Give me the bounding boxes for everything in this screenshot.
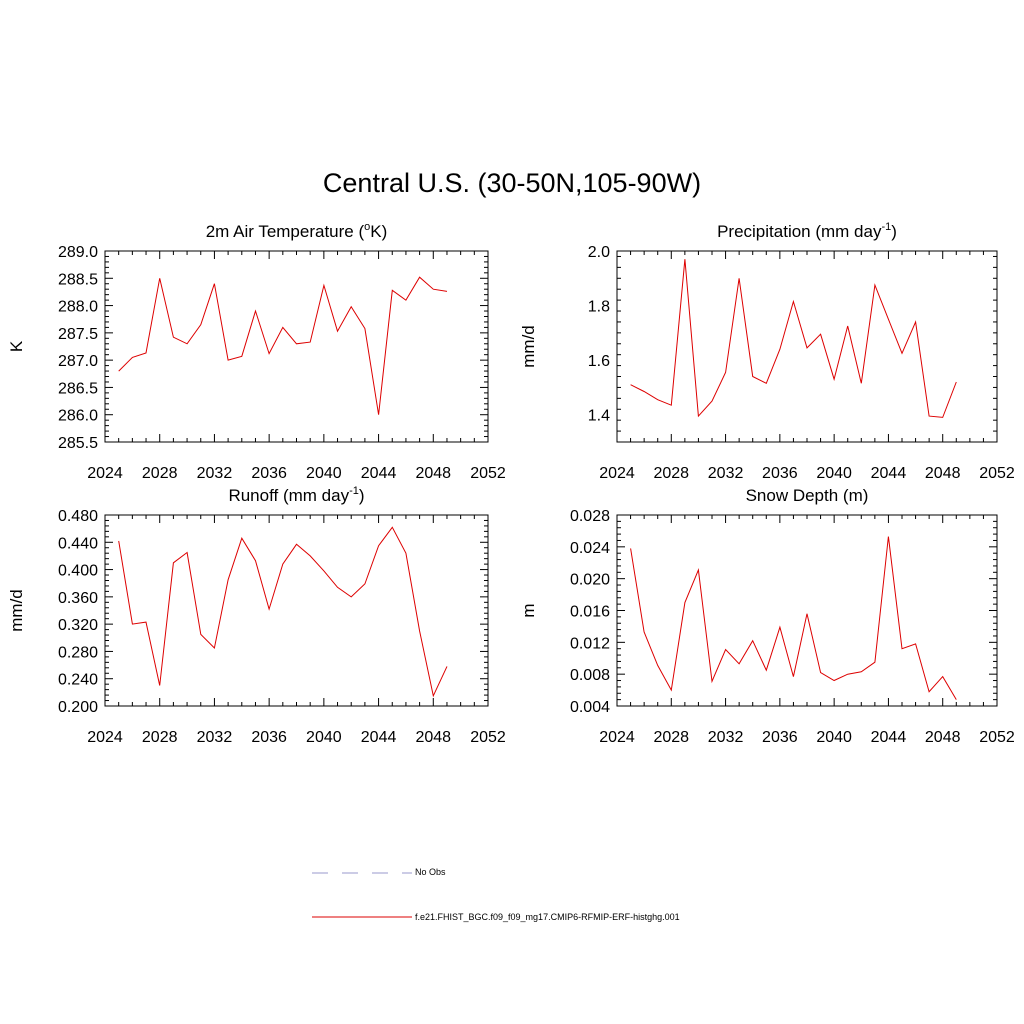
x-tick-label: 2036: [762, 729, 798, 746]
panel-precipitation: 2024 2028 2032 2036 2040 2044 2048 2052 1.4 1.6 1.…: [519, 221, 1015, 482]
y-axis-label: mm/d: [519, 325, 538, 368]
y-tick-label: 0.028: [570, 508, 610, 525]
x-tick-label: 2044: [361, 465, 397, 482]
y-tick-label: 0.016: [570, 604, 610, 621]
x-tick-label: 2040: [816, 465, 852, 482]
x-tick-label: 2028: [142, 729, 178, 746]
y-tick-label: 285.5: [58, 435, 98, 452]
y-tick-label: 288.0: [58, 299, 98, 316]
y-tick-label: 1.4: [588, 408, 610, 425]
y-tick-label: 286.5: [58, 380, 98, 397]
panel-title: Snow Depth (m): [746, 486, 869, 505]
panel-snow-depth: 2024 2028 2032 2036 2040 2044 2048 2052 0.004 0.0…: [519, 486, 1015, 746]
y-tick-label: 0.004: [570, 699, 610, 716]
y-tick-label: 286.0: [58, 408, 98, 425]
series-line: [118, 276, 448, 415]
x-tick-label: 2028: [142, 465, 178, 482]
y-axis-label: m: [519, 603, 538, 617]
x-tick-label: 2036: [762, 465, 798, 482]
y-tick-label: 0.024: [570, 540, 610, 557]
y-tick-label: 0.480: [58, 508, 98, 525]
y-tick-label: 0.280: [58, 644, 98, 661]
y-tick-label: 0.400: [58, 563, 98, 580]
y-tick-label: 2.0: [588, 244, 610, 261]
x-tick-label: 2024: [87, 465, 123, 482]
legend-line-model: [312, 916, 412, 918]
y-tick-label: 0.020: [570, 572, 610, 589]
y-tick-label: 0.012: [570, 635, 610, 652]
panel-title: Runoff (mm day-1): [228, 485, 364, 505]
series-line: [118, 526, 448, 698]
plot-frame: [104, 250, 489, 443]
y-tick-label: 288.5: [58, 271, 98, 288]
x-tick-label: 2032: [197, 729, 233, 746]
x-tick-label: 2052: [979, 465, 1015, 482]
x-tick-label: 2052: [470, 729, 506, 746]
legend-label-model: f.e21.FHIST_BGC.f09_f09_mg17.CMIP6-RFMIP…: [415, 912, 680, 922]
x-tick-label: 2032: [197, 465, 233, 482]
y-tick-label: 0.320: [58, 617, 98, 634]
x-tick-label: 2024: [87, 729, 123, 746]
panel-temperature: 2024 2028 2032 2036 2040 2044 2048 2052 285.5 286…: [7, 221, 506, 482]
x-tick-label: 2048: [925, 465, 961, 482]
y-tick-label: 0.200: [58, 699, 98, 716]
y-axis-label: mm/d: [7, 589, 26, 632]
panel-runoff: 2024 2028 2032 2036 2040 2044 2048 2052 0.200 0.2…: [7, 485, 506, 746]
legend-label-no-obs: No Obs: [415, 867, 446, 877]
x-tick-label: 2044: [871, 465, 907, 482]
x-tick-label: 2036: [251, 729, 287, 746]
plot-frame: [616, 514, 998, 707]
y-axis-label: K: [7, 340, 26, 352]
panel-title: Precipitation (mm day-1): [717, 221, 897, 241]
x-tick-label: 2052: [979, 729, 1015, 746]
panel-title: 2m Air Temperature (oK): [206, 221, 388, 241]
y-tick-label: 0.240: [58, 672, 98, 689]
x-tick-label: 2040: [306, 465, 342, 482]
series-line: [630, 259, 957, 418]
x-tick-label: 2028: [653, 465, 689, 482]
figure-title: Central U.S. (30-50N,105-90W): [322, 168, 702, 198]
y-tick-label: 287.0: [58, 353, 98, 370]
x-tick-label: 2032: [708, 465, 744, 482]
x-tick-label: 2052: [470, 465, 506, 482]
x-tick-label: 2036: [251, 465, 287, 482]
x-tick-label: 2048: [925, 729, 961, 746]
y-tick-label: 287.5: [58, 326, 98, 343]
x-tick-label: 2032: [708, 729, 744, 746]
x-tick-label: 2048: [415, 729, 451, 746]
y-tick-label: 0.440: [58, 535, 98, 552]
x-tick-label: 2040: [306, 729, 342, 746]
y-tick-label: 1.6: [588, 353, 610, 370]
x-tick-label: 2044: [871, 729, 907, 746]
series-line: [630, 536, 957, 700]
legend-line-no-obs: [312, 872, 412, 874]
x-tick-label: 2044: [361, 729, 397, 746]
x-tick-label: 2028: [653, 729, 689, 746]
x-tick-label: 2040: [816, 729, 852, 746]
y-tick-label: 289.0: [58, 244, 98, 261]
y-tick-label: 1.8: [588, 299, 610, 316]
x-tick-label: 2024: [599, 465, 635, 482]
y-tick-label: 0.008: [570, 667, 610, 684]
x-tick-label: 2048: [415, 465, 451, 482]
x-tick-label: 2024: [599, 729, 635, 746]
y-tick-label: 0.360: [58, 590, 98, 607]
